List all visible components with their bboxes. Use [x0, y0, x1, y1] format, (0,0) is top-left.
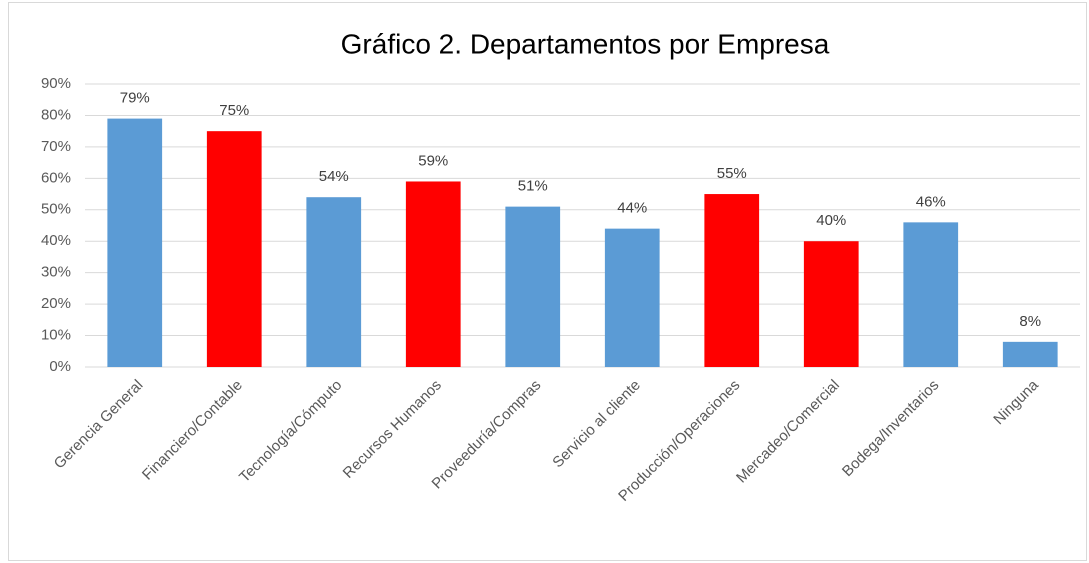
bar	[604, 228, 660, 367]
data-label: 54%	[319, 168, 349, 185]
data-label: 51%	[518, 178, 548, 195]
data-label: 8%	[1019, 313, 1041, 330]
y-tick-label: 10%	[41, 327, 71, 344]
data-label: 79%	[120, 90, 150, 107]
bar	[803, 241, 859, 367]
bar	[1002, 341, 1058, 367]
y-tick-label: 30%	[41, 264, 71, 281]
chart-title: Gráfico 2. Departamentos por Empresa	[341, 28, 830, 59]
data-label: 55%	[717, 165, 747, 182]
data-label: 40%	[816, 212, 846, 229]
bar	[107, 118, 163, 367]
bar	[405, 181, 461, 367]
data-label: 59%	[418, 152, 448, 169]
y-tick-label: 70%	[41, 138, 71, 155]
data-label: 75%	[219, 102, 249, 119]
y-tick-label: 50%	[41, 201, 71, 218]
bar	[704, 194, 760, 367]
bar	[306, 197, 362, 367]
data-label: 44%	[617, 200, 647, 217]
data-label: 46%	[916, 193, 946, 210]
y-tick-label: 60%	[41, 169, 71, 186]
y-tick-label: 0%	[49, 358, 71, 375]
bar	[903, 222, 959, 367]
bar	[206, 131, 262, 367]
y-tick-label: 80%	[41, 106, 71, 123]
y-tick-label: 40%	[41, 232, 71, 249]
y-tick-label: 20%	[41, 295, 71, 312]
bar	[505, 206, 561, 367]
y-tick-label: 90%	[41, 75, 71, 92]
